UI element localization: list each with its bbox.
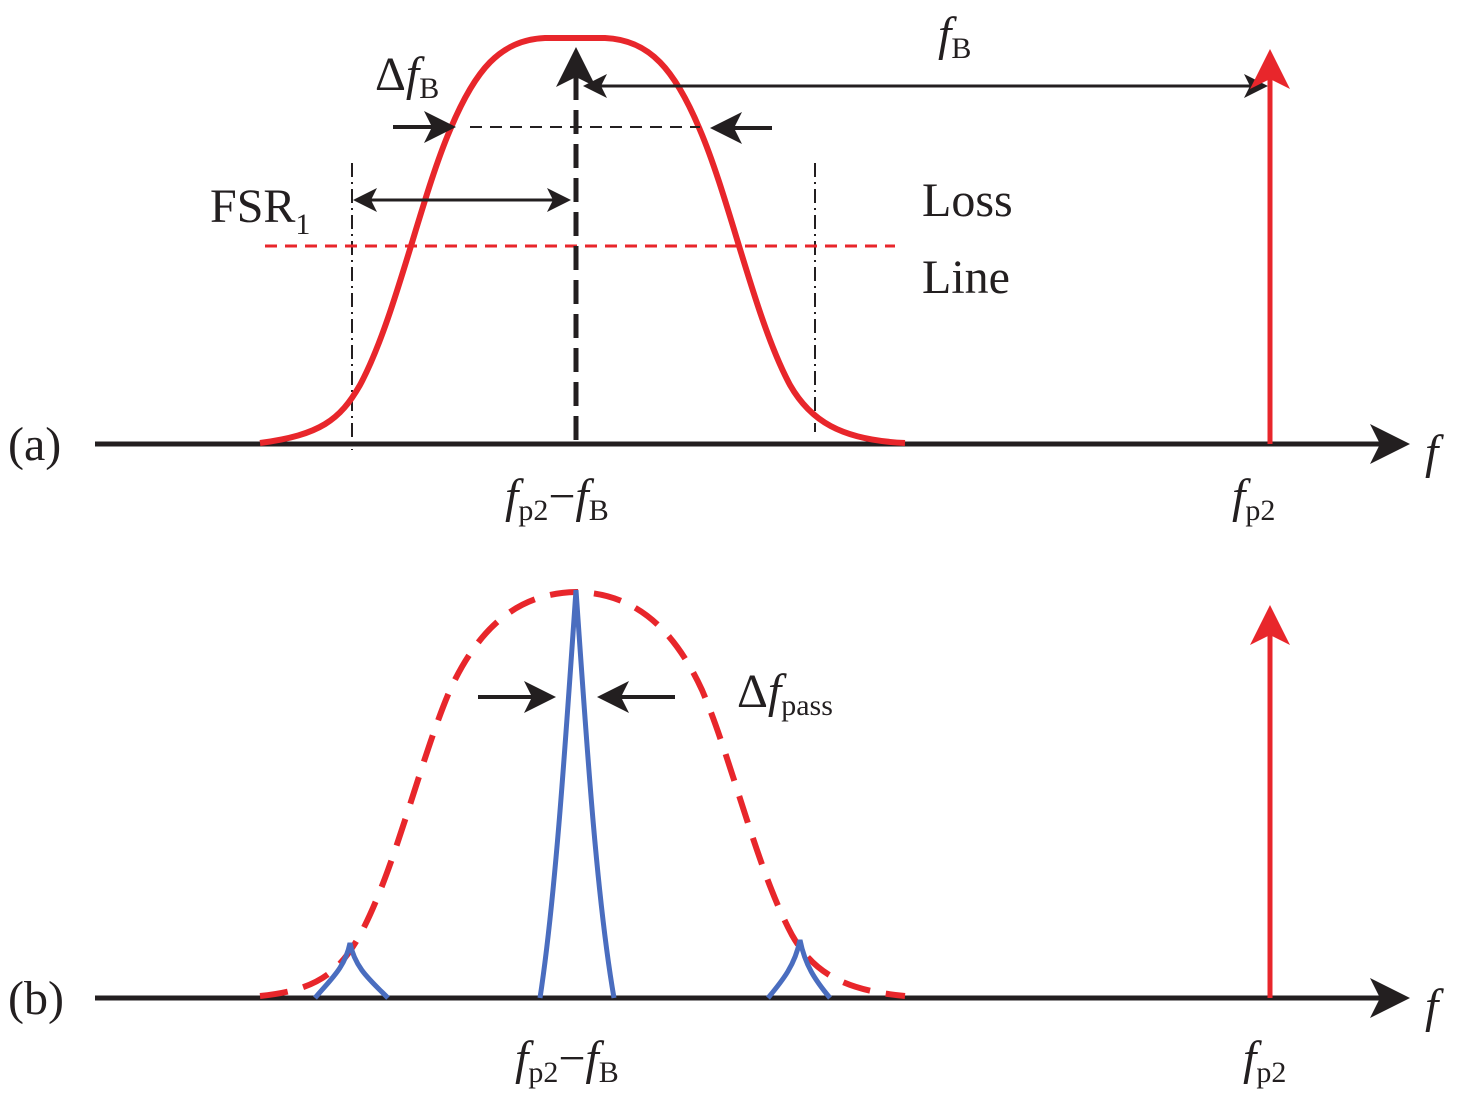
pump-label-a: fp2	[1232, 470, 1275, 527]
passband-peak-center	[537, 589, 617, 999]
axis-label-a: f	[1425, 426, 1444, 479]
brillouin-gain-curve	[259, 35, 906, 446]
line-label: Line	[922, 251, 1010, 304]
center-frequency-label-b: fp2−fB	[515, 1032, 619, 1089]
delta-fb-label: ΔfB	[375, 48, 439, 105]
axis-label-b: f	[1425, 980, 1444, 1033]
delta-fpass-label: Δfpass	[737, 665, 833, 722]
passband-peak-left	[313, 942, 390, 1000]
panel-b-label: (b)	[8, 972, 64, 1025]
panel-b: (b) f Δfpass fp2−fB fp2	[8, 588, 1444, 1089]
pump-label-b: fp2	[1243, 1032, 1286, 1089]
panel-a: (a) f ΔfB fB FSR1 Loss Line fp2−fB fp2	[8, 8, 1444, 527]
fsr-label: FSR1	[210, 180, 310, 241]
passband-peak-right	[766, 939, 832, 1000]
fb-label: fB	[938, 8, 971, 65]
loss-label: Loss	[922, 174, 1013, 227]
center-frequency-label-a: fp2−fB	[505, 470, 609, 527]
panel-a-label: (a)	[8, 418, 61, 471]
